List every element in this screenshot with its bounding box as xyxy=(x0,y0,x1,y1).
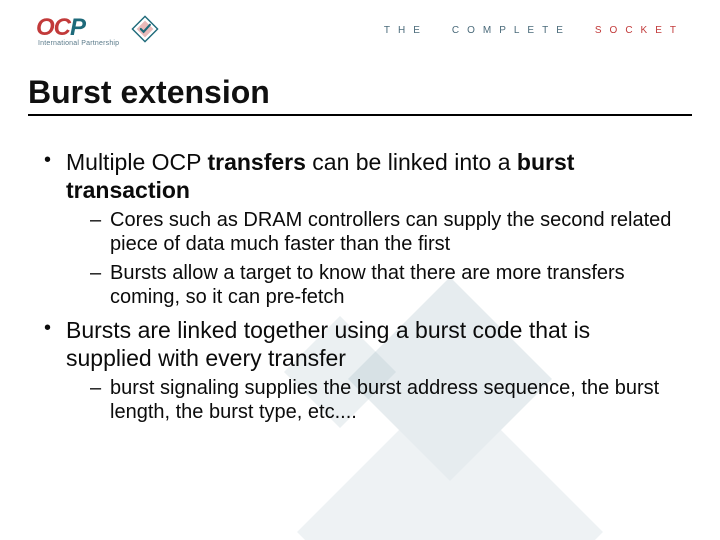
title-underline xyxy=(28,114,692,116)
content-area: Multiple OCP transfers can be linked int… xyxy=(44,148,680,431)
tagline-word: THE xyxy=(384,25,428,36)
bullet-level1: Multiple OCP transfers can be linked int… xyxy=(44,148,680,310)
bullet-level2: Bursts allow a target to know that there… xyxy=(66,261,680,310)
bullet-level2: Cores such as DRAM controllers can suppl… xyxy=(66,208,680,257)
text-run: can be linked into a xyxy=(306,149,517,175)
bullet-level1: Bursts are linked together using a burst… xyxy=(44,316,680,425)
text-run: Cores such as DRAM controllers can suppl… xyxy=(110,209,671,255)
logo-wordmark: OCP xyxy=(36,14,119,42)
tagline: THE COMPLETE SOCKET xyxy=(384,25,684,36)
logo-diamond-icon xyxy=(131,15,159,43)
text-run: transfers xyxy=(207,149,305,175)
logo-subtitle: International Partnership xyxy=(38,40,119,47)
tagline-word: COMPLETE xyxy=(452,25,571,36)
slide: OCP International Partnership THE COMPLE… xyxy=(0,0,720,540)
text-run: Multiple OCP xyxy=(66,149,207,175)
text-run: Bursts are linked together using a burst… xyxy=(66,317,590,371)
text-run: burst signaling supplies the burst addre… xyxy=(110,377,659,423)
logo-text-block: OCP International Partnership xyxy=(36,14,119,47)
bullet-level2: burst signaling supplies the burst addre… xyxy=(66,376,680,425)
slide-title: Burst extension xyxy=(28,74,270,111)
logo: OCP International Partnership xyxy=(36,14,159,47)
header: OCP International Partnership THE COMPLE… xyxy=(36,14,684,47)
text-run: Bursts allow a target to know that there… xyxy=(110,262,625,308)
sub-bullet-list: Cores such as DRAM controllers can suppl… xyxy=(66,208,680,310)
logo-letter-c: C xyxy=(54,14,70,41)
bullet-list: Multiple OCP transfers can be linked int… xyxy=(44,148,680,425)
logo-letter-o: O xyxy=(36,14,54,41)
tagline-word: SOCKET xyxy=(595,25,684,36)
logo-letter-p: P xyxy=(70,14,85,41)
sub-bullet-list: burst signaling supplies the burst addre… xyxy=(66,376,680,425)
